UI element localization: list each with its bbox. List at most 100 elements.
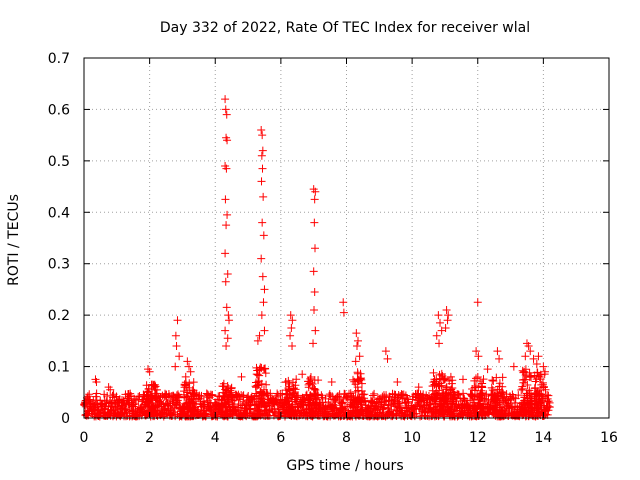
- data-point: [224, 311, 233, 320]
- data-point: [525, 373, 534, 382]
- data-point: [92, 389, 101, 398]
- data-point: [310, 195, 319, 204]
- data-point: [171, 331, 180, 340]
- data-point: [262, 389, 271, 398]
- x-tick-label: 0: [80, 430, 89, 446]
- data-point: [327, 378, 336, 386]
- data-point: [310, 288, 319, 296]
- data-point: [534, 391, 543, 400]
- data-point: [495, 354, 504, 363]
- data-point: [514, 391, 523, 400]
- data-point: [223, 407, 232, 416]
- data-point: [218, 382, 227, 391]
- data-points: [80, 95, 554, 421]
- data-point: [496, 407, 505, 416]
- data-point: [222, 221, 231, 230]
- x-tick-label: 12: [469, 430, 487, 446]
- data-point: [258, 218, 267, 227]
- data-point: [324, 398, 333, 407]
- data-point: [331, 401, 340, 410]
- data-point: [540, 405, 549, 414]
- y-tick-label: 0.5: [48, 154, 70, 170]
- data-point: [440, 375, 449, 384]
- data-point: [472, 347, 481, 356]
- data-point: [357, 407, 366, 416]
- data-point: [183, 357, 192, 366]
- x-tick-label: 4: [211, 430, 220, 446]
- data-point: [304, 383, 313, 392]
- x-tick-label: 14: [534, 430, 552, 446]
- data-point: [251, 389, 260, 398]
- data-point: [478, 390, 487, 399]
- data-point: [253, 336, 262, 345]
- data-point: [175, 352, 184, 361]
- data-point: [221, 277, 230, 286]
- data-point: [533, 368, 542, 377]
- data-point: [262, 380, 271, 389]
- data-point: [187, 395, 196, 404]
- data-point: [257, 126, 266, 134]
- y-tick-label: 0.4: [48, 205, 70, 221]
- data-point: [378, 405, 387, 414]
- data-point: [442, 385, 451, 394]
- data-point: [493, 347, 502, 356]
- data-point: [534, 352, 543, 361]
- data-point: [523, 394, 532, 403]
- data-point: [498, 388, 507, 397]
- data-point: [144, 387, 153, 396]
- data-point: [353, 375, 362, 384]
- data-point: [221, 326, 230, 335]
- y-tick-label: 0.3: [48, 257, 70, 273]
- axis-ticks: [83, 57, 610, 419]
- data-point: [152, 407, 161, 416]
- data-point: [221, 105, 230, 114]
- data-point: [339, 308, 348, 317]
- data-point: [471, 382, 480, 391]
- data-point: [251, 382, 260, 391]
- data-point: [92, 378, 101, 386]
- data-point: [458, 404, 467, 413]
- data-point: [257, 311, 266, 320]
- data-point: [146, 402, 155, 411]
- data-point: [258, 131, 267, 140]
- data-point: [145, 367, 154, 376]
- data-point: [180, 381, 189, 390]
- data-point: [227, 388, 236, 397]
- data-point: [159, 412, 168, 421]
- data-point: [130, 394, 139, 403]
- data-point: [222, 164, 231, 173]
- data-point: [144, 408, 153, 417]
- data-point: [431, 407, 440, 416]
- data-point: [541, 367, 550, 376]
- data-point: [179, 407, 188, 416]
- data-point: [449, 395, 458, 404]
- data-point: [477, 382, 486, 391]
- data-point: [288, 316, 297, 325]
- data-point: [430, 375, 439, 384]
- data-point: [544, 391, 553, 400]
- data-point: [221, 95, 230, 104]
- data-point: [368, 391, 377, 400]
- data-point: [493, 385, 502, 394]
- data-point: [351, 357, 360, 366]
- data-point: [437, 381, 446, 390]
- data-point: [173, 316, 182, 325]
- data-point: [339, 298, 348, 307]
- data-point: [518, 366, 527, 375]
- data-point: [311, 187, 320, 196]
- data-point: [311, 326, 320, 335]
- data-point: [298, 370, 307, 379]
- data-point: [532, 397, 541, 406]
- data-point: [223, 270, 232, 278]
- data-point: [224, 400, 233, 409]
- data-point: [281, 395, 290, 404]
- data-point: [223, 136, 232, 145]
- data-point: [381, 347, 390, 356]
- data-point: [259, 397, 268, 406]
- data-point: [434, 311, 443, 320]
- data-point: [91, 392, 100, 401]
- data-point: [172, 342, 181, 350]
- data-point: [431, 389, 440, 398]
- data-point: [498, 373, 507, 382]
- data-point: [197, 391, 206, 400]
